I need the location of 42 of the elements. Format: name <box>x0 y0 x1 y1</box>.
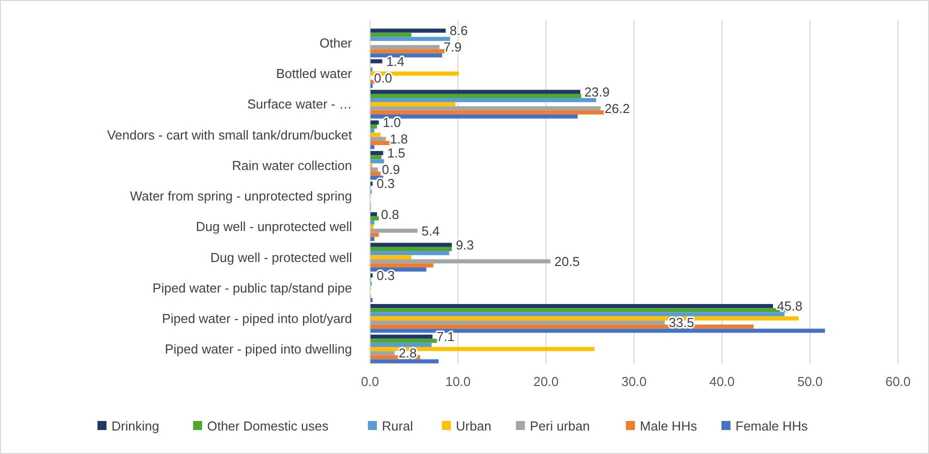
y-tick-label: Piped water - public tap/stand pipe <box>152 280 352 296</box>
legend-label: Other Domestic uses <box>207 418 329 434</box>
legend-label: Drinking <box>112 418 160 434</box>
data-label: 5.4 <box>422 223 440 238</box>
data-label: 45.8 <box>777 298 802 314</box>
y-tick-label: Rain water collection <box>232 158 352 173</box>
x-tick-label: 40.0 <box>709 374 735 389</box>
data-label: 0.8 <box>381 206 400 222</box>
y-tick-label: Surface water - … <box>247 96 352 112</box>
legend-label: Rural <box>382 418 414 434</box>
x-tick-label: 20.0 <box>533 374 559 389</box>
data-label: 7.9 <box>444 40 462 55</box>
data-label: 0.3 <box>376 176 395 192</box>
y-tick-label: Water from spring - unprotected spring <box>130 188 352 204</box>
data-label: 0.9 <box>382 162 400 178</box>
y-tick-label: Vendors - cart with small tank/drum/bucket <box>107 127 352 142</box>
y-tick-label: Piped water - piped into dwelling <box>164 342 352 357</box>
data-label: 1.5 <box>387 146 406 161</box>
data-label: 20.5 <box>554 254 580 269</box>
x-tick-label: 50.0 <box>797 374 823 389</box>
y-tick-label: Piped water - piped into plot/yard <box>162 310 352 326</box>
data-label: 9.3 <box>456 237 474 252</box>
y-tick-label: Dug well - unprotected well <box>196 219 352 234</box>
y-tick-label: Bottled water <box>276 66 353 82</box>
data-label: 1.4 <box>386 54 404 69</box>
data-label: 7.1 <box>436 329 455 344</box>
data-label: 26.2 <box>604 100 630 116</box>
y-tick-label: Dug well - protected well <box>210 250 352 265</box>
data-label: 23.9 <box>584 84 610 100</box>
data-label: 1.8 <box>390 131 408 146</box>
legend-label: Peri urban <box>530 418 590 434</box>
legend-label: Urban <box>456 418 492 434</box>
legend-label: Female HHs <box>736 418 808 434</box>
x-tick-label: 30.0 <box>621 374 647 389</box>
x-tick-label: 10.0 <box>445 374 471 389</box>
data-label: 0.3 <box>376 268 395 284</box>
x-tick-label: 60.0 <box>885 374 911 389</box>
y-tick-label: Other <box>319 36 353 51</box>
data-label: 8.6 <box>450 23 468 38</box>
data-label: 1.0 <box>382 115 401 130</box>
x-tick-label: 0.0 <box>360 374 380 389</box>
legend-label: Male HHs <box>640 418 698 434</box>
